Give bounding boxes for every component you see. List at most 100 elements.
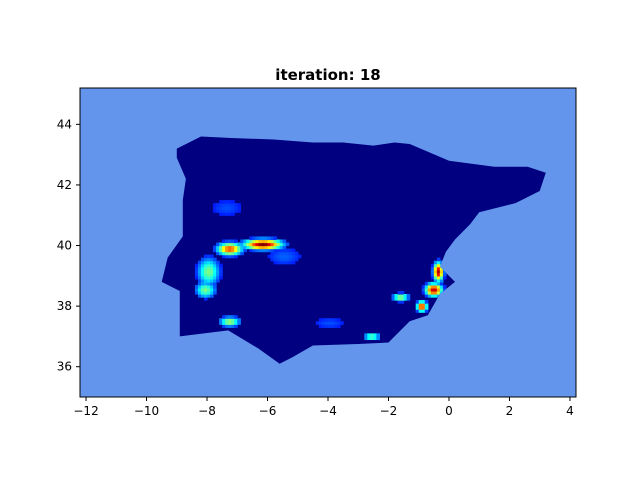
heat-cell xyxy=(200,287,205,292)
heat-cell xyxy=(228,324,232,328)
heat-cell xyxy=(213,278,217,283)
heat-cell xyxy=(282,254,287,259)
x-tick-label: −10 xyxy=(134,404,159,418)
heat-cell xyxy=(204,266,208,271)
heat-cell xyxy=(291,257,296,262)
heat-cell xyxy=(367,336,371,341)
heat-cell xyxy=(225,315,229,319)
heat-cell xyxy=(264,242,269,247)
heat-cell xyxy=(273,242,278,247)
heat-cell xyxy=(279,239,284,244)
heat-cell xyxy=(442,287,447,292)
heat-cell xyxy=(279,251,284,256)
heat-cell xyxy=(273,254,278,259)
heat-cell xyxy=(210,269,214,274)
heat-cell xyxy=(234,321,238,325)
heat-cell xyxy=(213,266,217,271)
heat-cell xyxy=(276,242,281,247)
heat-cell xyxy=(234,209,238,213)
heat-cell xyxy=(285,254,290,259)
y-tick-label: 36 xyxy=(57,360,72,374)
heat-cell xyxy=(204,263,208,268)
x-tick-label: 4 xyxy=(566,404,574,418)
heat-cell xyxy=(207,290,211,295)
heat-cell xyxy=(210,287,214,292)
y-tick-label: 38 xyxy=(57,299,72,313)
heat-cell xyxy=(282,257,287,262)
heat-cell xyxy=(234,245,238,250)
heat-cell xyxy=(273,248,278,253)
heat-cell xyxy=(219,275,223,280)
heat-cell xyxy=(225,206,229,210)
heat-cell xyxy=(231,324,235,328)
heat-cell xyxy=(249,236,253,241)
heat-cell xyxy=(397,300,402,304)
heat-cell xyxy=(210,263,214,268)
heat-cell xyxy=(279,254,284,259)
heat-cell xyxy=(225,203,229,207)
heat-cell xyxy=(282,251,287,256)
heat-cell xyxy=(421,287,426,292)
heat-cell xyxy=(200,266,205,271)
heat-cell xyxy=(318,318,323,322)
heat-cell xyxy=(197,263,202,268)
heat-cell xyxy=(231,245,235,250)
heat-cell xyxy=(213,263,217,268)
x-tick-label: −6 xyxy=(259,404,277,418)
heat-cell xyxy=(436,260,441,265)
heat-cell xyxy=(267,248,272,253)
heat-cell xyxy=(228,203,232,207)
heat-cell xyxy=(225,251,229,256)
heat-cell xyxy=(197,278,202,283)
heat-cell xyxy=(219,200,223,204)
heat-cell xyxy=(216,203,220,207)
heat-cell xyxy=(225,254,229,259)
heat-cell xyxy=(200,284,205,289)
heat-cell xyxy=(207,281,211,286)
heat-cell xyxy=(234,254,238,259)
heat-cell xyxy=(200,257,205,262)
heat-cell xyxy=(276,248,281,253)
heat-cell xyxy=(421,303,426,307)
heat-cell xyxy=(373,333,377,338)
heat-cell xyxy=(421,309,426,313)
heat-cell xyxy=(436,257,441,262)
heat-cell xyxy=(264,236,269,241)
y-tick-label: 44 xyxy=(57,117,72,131)
heat-cell xyxy=(267,239,272,244)
heat-cell xyxy=(225,239,229,244)
heat-cell xyxy=(439,284,444,289)
heat-cell xyxy=(273,257,278,262)
heat-cell xyxy=(364,336,368,341)
heat-cell xyxy=(228,212,232,216)
heat-cell xyxy=(252,242,257,247)
heat-cell xyxy=(240,245,244,250)
heat-cell xyxy=(207,294,211,298)
heat-cell xyxy=(219,209,223,213)
heat-cell xyxy=(237,321,241,325)
heat-cell xyxy=(424,281,429,286)
x-tick-label: 2 xyxy=(506,404,514,418)
heat-cell xyxy=(228,248,232,253)
heat-cell xyxy=(225,209,229,213)
heat-cell xyxy=(213,248,217,253)
heat-cell xyxy=(231,248,235,253)
x-tick-label: −4 xyxy=(319,404,337,418)
heat-cell xyxy=(397,290,402,295)
heat-cell xyxy=(249,245,253,250)
heat-cell xyxy=(219,251,223,256)
heat-cell xyxy=(249,248,253,253)
heat-cell xyxy=(216,263,220,268)
heat-cell xyxy=(439,281,444,286)
heat-cell xyxy=(376,333,381,338)
heat-cell xyxy=(243,239,247,244)
heat-cell xyxy=(276,260,281,265)
heat-cell xyxy=(273,239,278,244)
heat-cell xyxy=(279,242,284,247)
heat-cell xyxy=(222,212,226,216)
heat-cell xyxy=(337,324,341,328)
heat-cell xyxy=(321,318,326,322)
heat-cell xyxy=(234,248,238,253)
heat-cell xyxy=(270,254,275,259)
heat-cell xyxy=(337,318,341,322)
